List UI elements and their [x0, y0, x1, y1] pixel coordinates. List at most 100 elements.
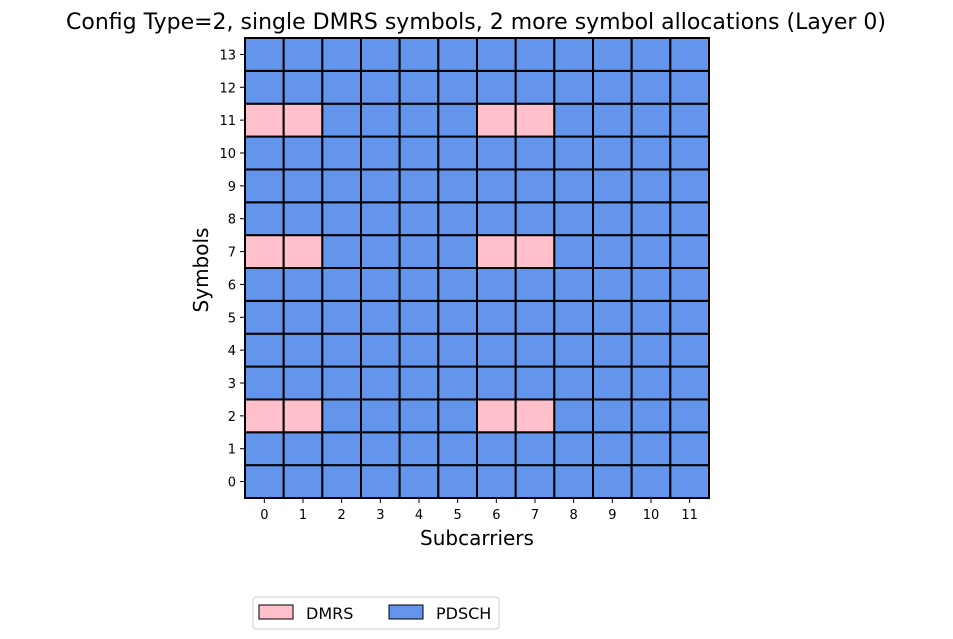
- pdsch-cell: [282, 464, 324, 499]
- pdsch-cell: [321, 201, 363, 237]
- pdsch-cell: [321, 365, 363, 401]
- pdsch-cell: [553, 234, 594, 269]
- legend-label-dmrs: DMRS: [306, 604, 353, 623]
- pdsch-cell: [321, 299, 363, 335]
- pdsch-cell: [630, 299, 672, 335]
- dmrs-cell: [244, 234, 285, 269]
- x-tick-label: 3: [376, 508, 384, 523]
- x-tick-label: 8: [570, 508, 578, 523]
- pdsch-cell: [244, 69, 285, 105]
- pdsch-cell: [282, 365, 324, 401]
- pdsch-cell: [244, 464, 285, 499]
- pdsch-cell: [437, 69, 479, 105]
- pdsch-cell: [669, 234, 710, 269]
- dmrs-cell: [476, 234, 517, 269]
- x-tick-label: 2: [338, 508, 346, 523]
- pdsch-cell: [398, 69, 440, 105]
- pdsch-cell: [398, 168, 440, 204]
- dmrs-cell: [282, 398, 324, 434]
- x-tick-label: 7: [531, 508, 539, 523]
- pdsch-cell: [669, 168, 710, 204]
- y-tick-label: 12: [219, 81, 236, 96]
- pdsch-cell: [592, 398, 633, 434]
- x-tick-label: 5: [454, 508, 462, 523]
- pdsch-cell: [592, 464, 633, 499]
- y-tick-label: 13: [219, 48, 236, 63]
- legend-swatch-pdsch: [388, 604, 424, 620]
- dmrs-cell: [282, 102, 324, 138]
- pdsch-cell: [592, 201, 633, 237]
- pdsch-cell: [437, 168, 479, 204]
- pdsch-cell: [514, 365, 556, 401]
- y-tick-label: 0: [228, 476, 236, 491]
- pdsch-cell: [476, 37, 517, 72]
- pdsch-cell: [630, 168, 672, 204]
- pdsch-cell: [282, 135, 324, 171]
- pdsch-cell: [398, 365, 440, 401]
- pdsch-cell: [244, 267, 285, 302]
- pdsch-cell: [437, 398, 479, 434]
- legend-swatch-dmrs: [258, 604, 294, 620]
- grid-cells: [244, 37, 710, 499]
- pdsch-cell: [630, 464, 672, 499]
- pdsch-cell: [669, 102, 710, 138]
- pdsch-cell: [592, 102, 633, 138]
- dmrs-cell: [244, 398, 285, 434]
- x-tick-label: 6: [492, 508, 500, 523]
- pdsch-cell: [360, 267, 401, 302]
- pdsch-cell: [398, 201, 440, 237]
- pdsch-cell: [476, 69, 517, 105]
- x-tick-label: 1: [299, 508, 307, 523]
- pdsch-cell: [360, 332, 401, 368]
- pdsch-cell: [321, 332, 363, 368]
- pdsch-cell: [244, 37, 285, 72]
- pdsch-cell: [398, 102, 440, 138]
- pdsch-cell: [360, 431, 401, 467]
- pdsch-cell: [592, 332, 633, 368]
- pdsch-cell: [669, 464, 710, 499]
- pdsch-cell: [244, 365, 285, 401]
- pdsch-cell: [630, 398, 672, 434]
- pdsch-cell: [592, 168, 633, 204]
- pdsch-cell: [244, 201, 285, 237]
- pdsch-cell: [630, 234, 672, 269]
- pdsch-cell: [630, 102, 672, 138]
- pdsch-cell: [476, 267, 517, 302]
- pdsch-cell: [398, 431, 440, 467]
- pdsch-cell: [669, 69, 710, 105]
- x-tick-label: 10: [643, 508, 660, 523]
- pdsch-cell: [244, 168, 285, 204]
- pdsch-cell: [437, 332, 479, 368]
- pdsch-cell: [360, 365, 401, 401]
- pdsch-cell: [282, 168, 324, 204]
- pdsch-cell: [360, 464, 401, 499]
- pdsch-cell: [244, 135, 285, 171]
- y-tick-label: 9: [228, 180, 236, 195]
- y-tick-label: 2: [228, 410, 236, 425]
- pdsch-cell: [321, 37, 363, 72]
- pdsch-cell: [553, 201, 594, 237]
- y-tick-label: 6: [228, 278, 236, 293]
- pdsch-cell: [360, 201, 401, 237]
- pdsch-cell: [514, 267, 556, 302]
- pdsch-cell: [514, 332, 556, 368]
- pdsch-cell: [553, 365, 594, 401]
- y-tick-label: 11: [219, 114, 236, 129]
- pdsch-cell: [476, 464, 517, 499]
- pdsch-cell: [476, 431, 517, 467]
- pdsch-cell: [592, 365, 633, 401]
- pdsch-cell: [437, 135, 479, 171]
- y-tick-label: 3: [228, 377, 236, 392]
- y-tick-label: 10: [219, 147, 236, 162]
- pdsch-cell: [437, 365, 479, 401]
- dmrs-cell: [476, 398, 517, 434]
- pdsch-cell: [514, 431, 556, 467]
- pdsch-cell: [398, 234, 440, 269]
- pdsch-cell: [630, 365, 672, 401]
- y-tick-label: 1: [228, 443, 236, 458]
- pdsch-cell: [514, 201, 556, 237]
- pdsch-cell: [321, 234, 363, 269]
- pdsch-cell: [437, 299, 479, 335]
- legend-label-pdsch: PDSCH: [436, 604, 491, 623]
